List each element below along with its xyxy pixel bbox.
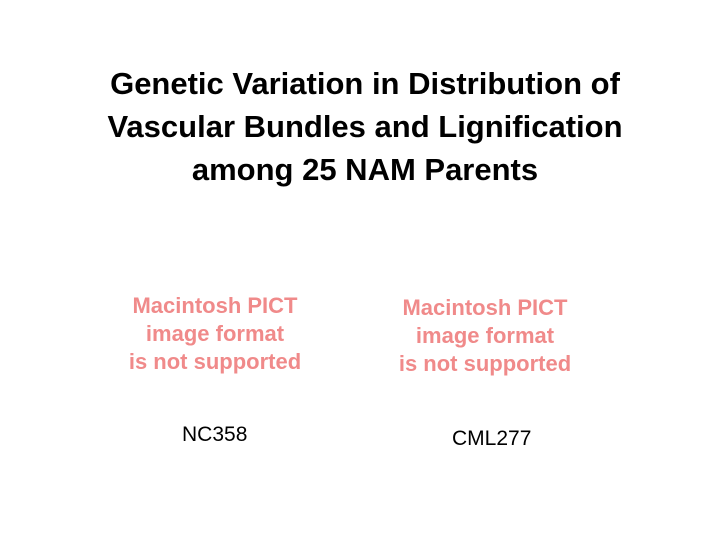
title-line-2: Vascular Bundles and Lignification	[107, 109, 623, 144]
title-line-3: among 25 NAM Parents	[191, 152, 539, 187]
image-caption-left: NC358	[182, 423, 248, 446]
slide-title: Genetic Variation in Distribution of Vas…	[40, 62, 690, 191]
placeholder-line: is not supported	[128, 349, 302, 374]
placeholder-line: image format	[415, 323, 555, 348]
title-line-1: Genetic Variation in Distribution of	[110, 66, 620, 101]
placeholder-line: is not supported	[398, 351, 572, 376]
placeholder-line: Macintosh PICT	[132, 293, 298, 318]
placeholder-line: Macintosh PICT	[402, 295, 568, 320]
image-placeholder-left: Macintosh PICT image format is not suppo…	[100, 292, 330, 376]
image-caption-right: CML277	[452, 427, 532, 450]
image-placeholder-right: Macintosh PICT image format is not suppo…	[370, 294, 600, 378]
placeholder-line: image format	[145, 321, 285, 346]
